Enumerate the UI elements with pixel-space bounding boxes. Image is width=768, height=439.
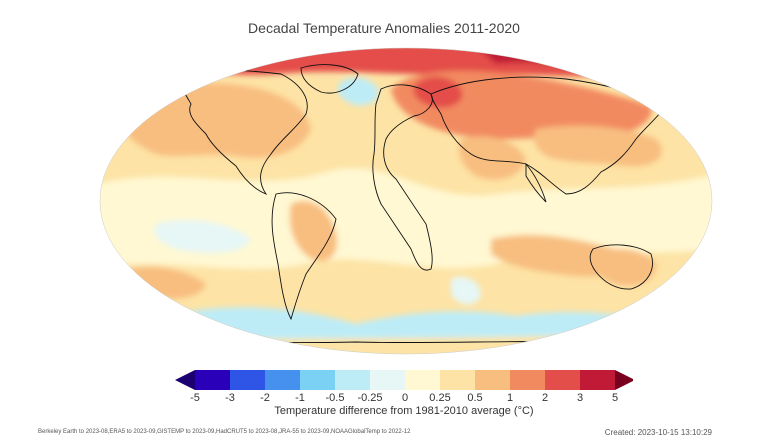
colorbar-over-arrow	[615, 370, 633, 390]
coast-india	[525, 162, 547, 203]
created-timestamp: Created: 2023-10-15 13:10:29	[604, 428, 712, 437]
coast-south-america	[271, 192, 337, 321]
region-russia-hot	[413, 76, 463, 108]
colorbar-tick-label: 2	[541, 392, 549, 404]
colorbar-bin	[545, 370, 580, 390]
colorbar-tick-label: -2	[260, 392, 270, 404]
colorbar-tick-label: -1	[295, 392, 305, 404]
region-south-atlantic-cool	[451, 276, 481, 305]
colorbar-bin	[475, 370, 510, 390]
region-australia	[589, 248, 656, 286]
map-outline	[99, 47, 713, 355]
region-antarctica	[100, 336, 712, 354]
colorbar-bin	[440, 370, 475, 390]
colorbar-tick-label: -3	[225, 392, 235, 404]
colorbar-bin	[510, 370, 545, 390]
colorbar-bin	[580, 370, 615, 390]
colorbar-under-arrow	[175, 370, 195, 390]
colorbar-bin	[195, 370, 230, 390]
anomaly-field	[100, 48, 712, 354]
colorbar-bin	[335, 370, 370, 390]
region-asia	[534, 125, 662, 167]
colorbar-label: Temperature difference from 1981-2010 av…	[274, 405, 534, 417]
colorbar-bin	[265, 370, 300, 390]
data-sources: Berkeley Earth to 2023-08,ERA5 to 2023-0…	[38, 429, 411, 435]
colorbar-tick-label: 3	[576, 392, 584, 404]
colorbar-tick-label: 0.25	[429, 392, 451, 404]
colorbar-bin	[230, 370, 265, 390]
coast-north-america	[175, 69, 308, 195]
region-middle-east	[459, 136, 526, 180]
map-title: Decadal Temperature Anomalies 2011-2020	[248, 20, 520, 36]
colorbar-tick-label: -5	[190, 392, 200, 404]
colorbar-bin	[300, 370, 335, 390]
colorbar-bin	[405, 370, 440, 390]
coast-asia	[430, 76, 667, 195]
colorbar-tick-label: 1	[506, 392, 514, 404]
coast-europe-africa	[372, 84, 433, 271]
colorbar-tick-label: 0	[401, 392, 409, 404]
region-south-pacific-cool	[154, 220, 251, 253]
colorbar	[175, 370, 633, 390]
colorbar-tick-label: -0.5	[325, 392, 345, 404]
region-north-atlantic-cool	[338, 77, 379, 106]
colorbar-bin	[370, 370, 405, 390]
colorbar-tick-label: 0.5	[467, 392, 483, 404]
colorbar-tick-label: 5	[611, 392, 619, 404]
coast-greenland	[300, 64, 359, 94]
region-southern-ocean-cool	[176, 307, 656, 344]
world-anomaly-map	[99, 47, 713, 355]
colorbar-tick-label: -0.25	[357, 392, 383, 404]
coast-australia	[589, 244, 653, 290]
